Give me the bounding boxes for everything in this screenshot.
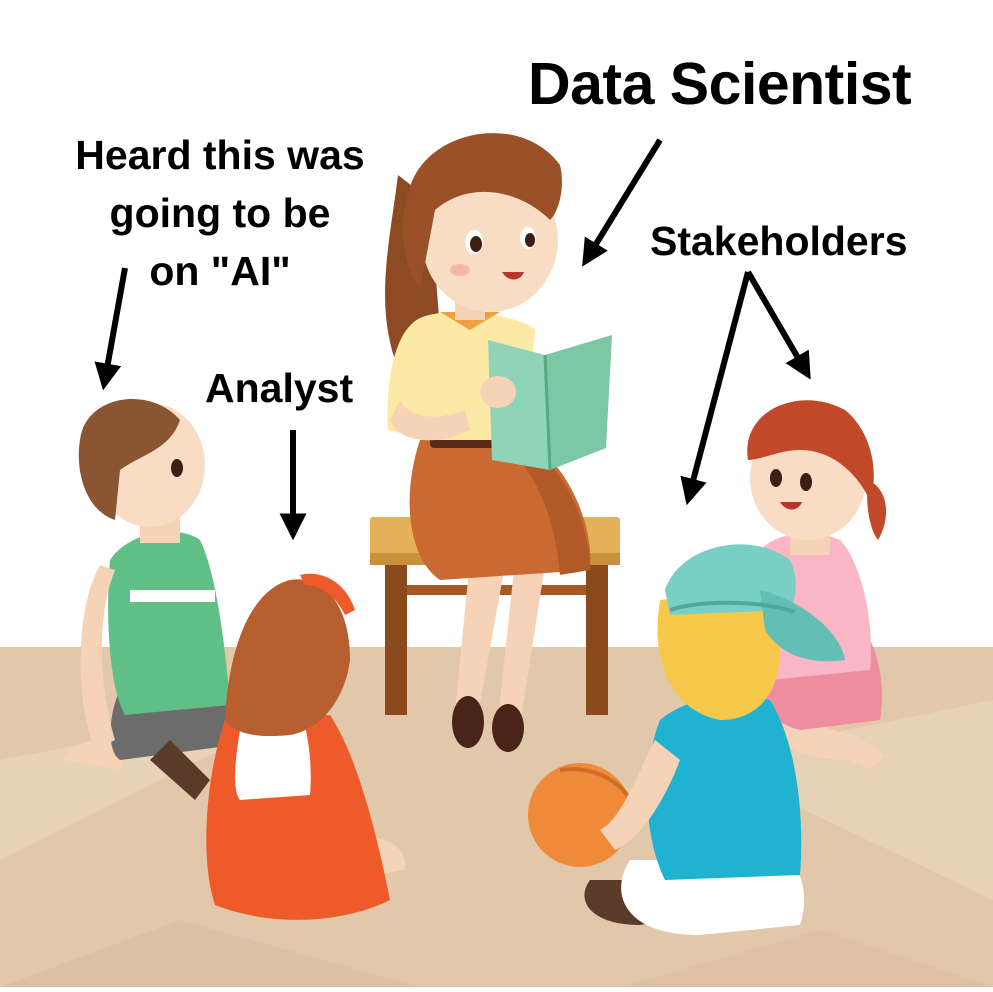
arrow-to-boy — [94, 267, 128, 391]
annotation-arrows — [94, 138, 811, 541]
teacher — [385, 133, 612, 752]
stakeholder-boy — [528, 544, 845, 935]
heard-ai-line-1: Heard this was — [75, 132, 365, 178]
boy-student — [60, 398, 235, 800]
heard-ai-line-2: going to be — [109, 190, 331, 236]
analyst-label: Analyst — [205, 365, 354, 411]
arrow-to-data-scientist — [582, 138, 663, 267]
heard-ai-line-3: on "AI" — [149, 248, 291, 294]
data-scientist-label: Data Scientist — [528, 51, 912, 117]
heard-ai-label: Heard this was going to be on "AI" — [30, 126, 410, 300]
arrow-to-stakeholder-boy — [680, 271, 751, 506]
stakeholders-label: Stakeholders — [650, 218, 908, 264]
analyst-student — [206, 573, 406, 920]
arrow-to-stakeholder-girl — [745, 270, 811, 380]
